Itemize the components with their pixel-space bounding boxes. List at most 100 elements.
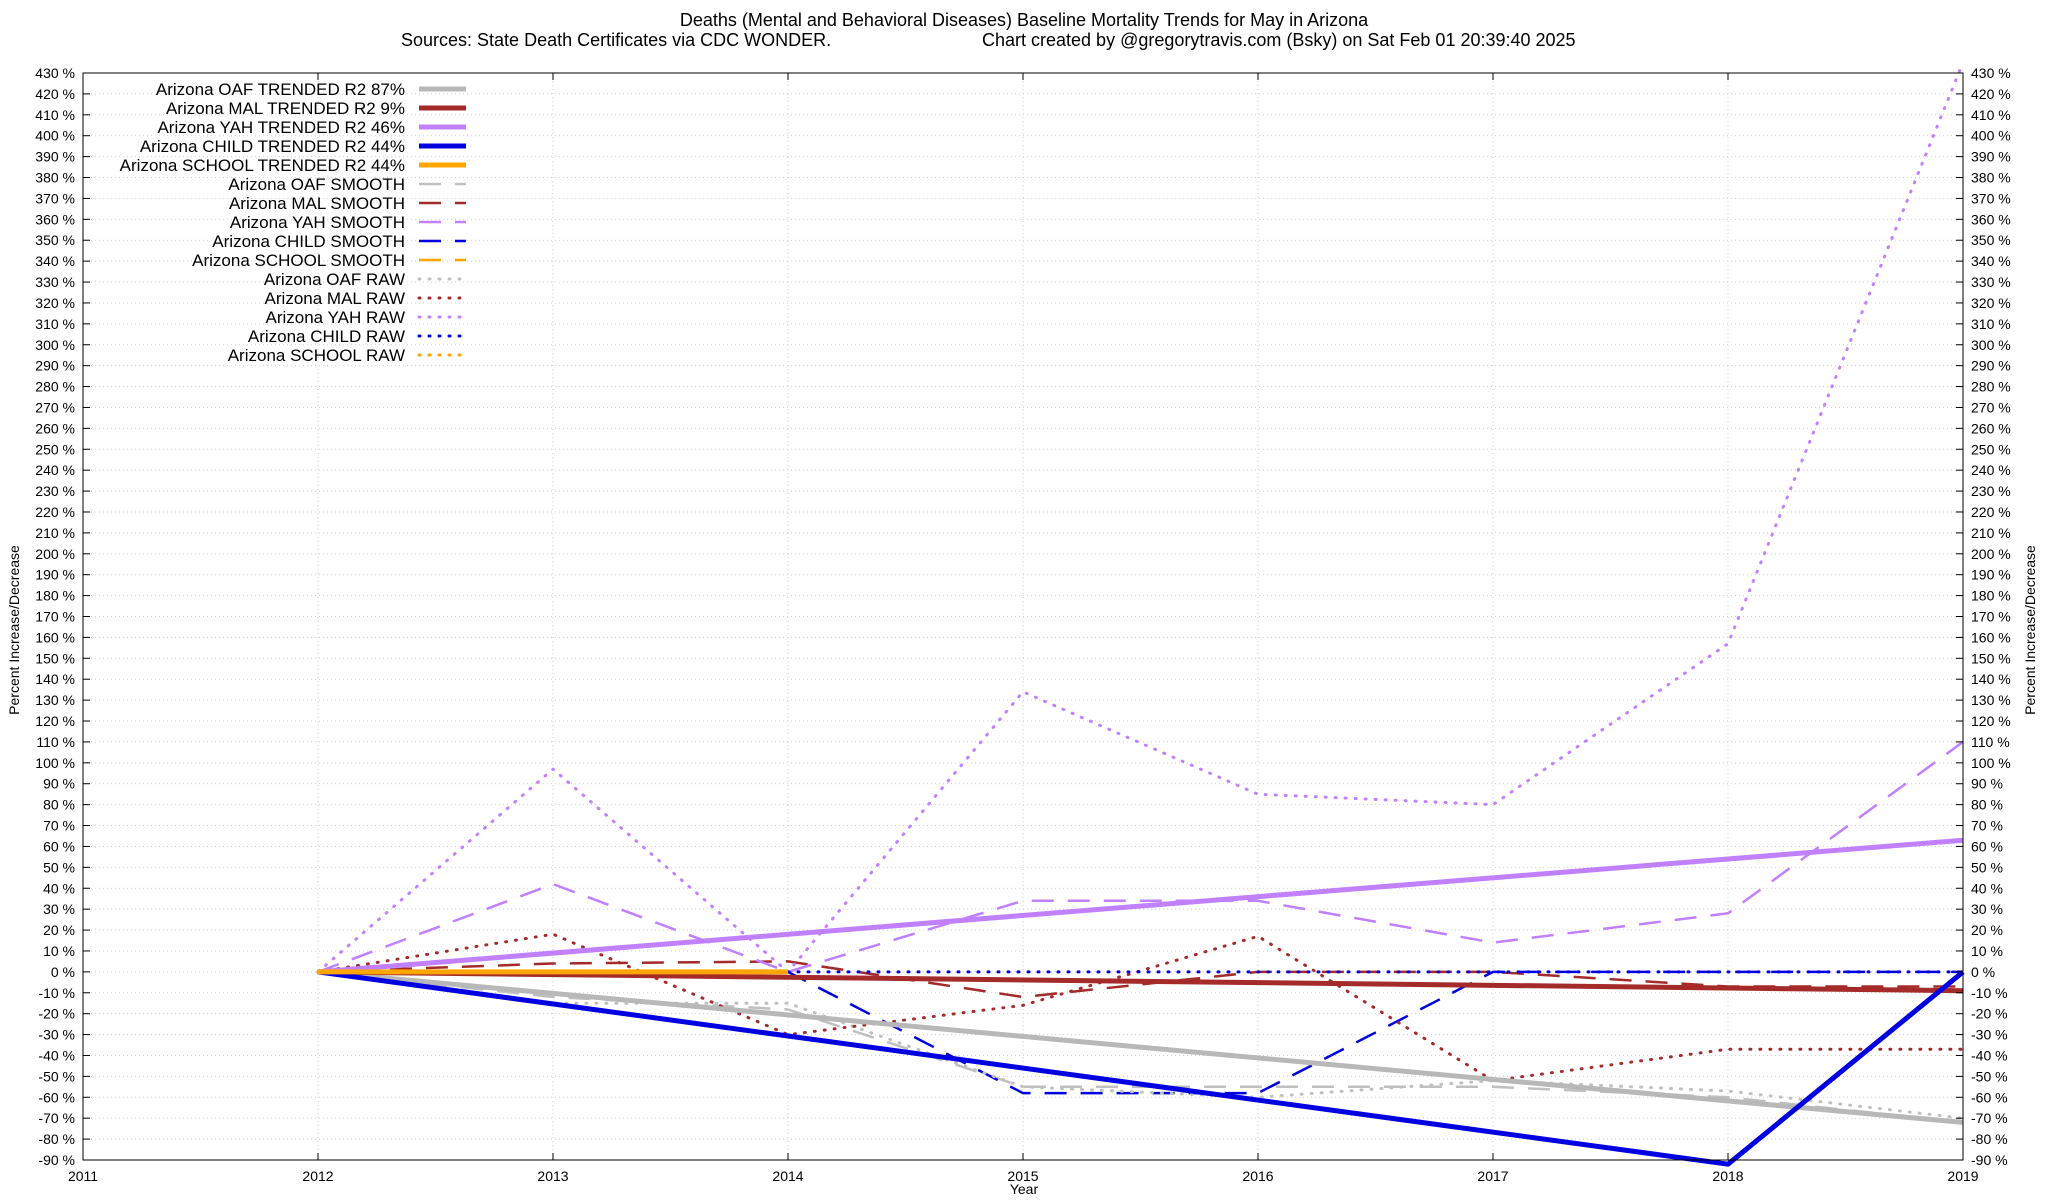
- y-tick-label-left: 90 %: [43, 776, 75, 792]
- grid-layer: [83, 73, 1963, 1160]
- y-tick-label-left: 160 %: [35, 629, 75, 645]
- y-tick-label-right: 10 %: [1971, 943, 2003, 959]
- y-tick-label-left: 430 %: [35, 65, 75, 81]
- y-tick-label-left: 140 %: [35, 671, 75, 687]
- y-tick-label-left: 350 %: [35, 232, 75, 248]
- y-tick-label-right: 40 %: [1971, 880, 2003, 896]
- y-tick-label-left: 190 %: [35, 567, 75, 583]
- y-tick-label-left: 40 %: [43, 880, 75, 896]
- y-tick-label-right: 110 %: [1971, 734, 2010, 750]
- y-tick-label-left: 60 %: [43, 838, 75, 854]
- series-line-arizona-mal-trended-r2-9: [317, 969, 1964, 994]
- y-tick-label-right: 220 %: [1971, 504, 2011, 520]
- y-axis-label-left: Percent Increase/Decrease: [6, 545, 22, 715]
- legend-label: Arizona YAH TRENDED R2 46%: [157, 118, 405, 137]
- y-tick-label-left: 240 %: [35, 462, 75, 478]
- y-tick-label-left: 290 %: [35, 358, 75, 374]
- x-tick-label: 2013: [537, 1168, 568, 1184]
- legend-layer: Arizona OAF TRENDED R2 87%Arizona MAL TR…: [120, 80, 468, 365]
- legend-label: Arizona YAH RAW: [265, 308, 405, 327]
- y-tick-label-right: -80 %: [1971, 1131, 2008, 1147]
- y-tick-label-left: 390 %: [35, 149, 75, 165]
- y-tick-label-left: 130 %: [35, 692, 75, 708]
- y-tick-label-left: 120 %: [35, 713, 75, 729]
- y-tick-label-right: 400 %: [1971, 128, 2011, 144]
- series-line-arizona-child-trended-r2-44: [317, 969, 1965, 1167]
- legend-label: Arizona MAL TRENDED R2 9%: [166, 99, 405, 118]
- y-tick-label-left: 70 %: [43, 818, 75, 834]
- y-tick-label-right: 150 %: [1971, 650, 2011, 666]
- y-tick-label-left: 230 %: [35, 483, 75, 499]
- y-tick-label-right: -50 %: [1971, 1068, 2008, 1084]
- legend-label: Arizona OAF SMOOTH: [228, 175, 405, 194]
- y-tick-label-right: 340 %: [1971, 253, 2011, 269]
- legend-label: Arizona MAL RAW: [265, 289, 405, 308]
- y-tick-label-right: 0 %: [1971, 964, 1995, 980]
- y-tick-label-right: 90 %: [1971, 776, 2003, 792]
- y-tick-label-right: 250 %: [1971, 441, 2011, 457]
- y-axis-label-right: Percent Increase/Decrease: [2022, 545, 2038, 715]
- series-layer: [316, 61, 1965, 1167]
- y-tick-label-left: -50 %: [38, 1068, 75, 1084]
- y-tick-label-left: 30 %: [43, 901, 75, 917]
- y-tick-label-left: 100 %: [35, 755, 75, 771]
- y-tick-label-right: 230 %: [1971, 483, 2011, 499]
- y-tick-label-right: 200 %: [1971, 546, 2011, 562]
- y-tick-label-right: 320 %: [1971, 295, 2011, 311]
- x-tick-label: 2014: [772, 1168, 803, 1184]
- y-tick-label-left: 280 %: [35, 379, 75, 395]
- y-tick-label-left: 80 %: [43, 797, 75, 813]
- y-tick-label-left: 410 %: [35, 107, 75, 123]
- y-tick-label-right: 300 %: [1971, 337, 2011, 353]
- series-line-arizona-mal-smooth: [317, 960, 1963, 999]
- y-tick-label-right: 430 %: [1971, 65, 2011, 81]
- y-tick-label-left: 370 %: [35, 190, 75, 206]
- y-tick-label-right: 120 %: [1971, 713, 2011, 729]
- y-tick-label-left: 250 %: [35, 441, 75, 457]
- legend-label: Arizona SCHOOL TRENDED R2 44%: [120, 156, 405, 175]
- y-tick-label-right: 180 %: [1971, 588, 2011, 604]
- series-line-arizona-yah-raw: [316, 61, 1965, 974]
- y-tick-label-left: 400 %: [35, 128, 75, 144]
- y-tick-label-right: -40 %: [1971, 1047, 2008, 1063]
- x-tick-label: 2019: [1947, 1168, 1978, 1184]
- y-tick-label-left: -70 %: [38, 1110, 75, 1126]
- y-tick-label-right: -70 %: [1971, 1110, 2008, 1126]
- y-tick-label-left: 110 %: [36, 734, 75, 750]
- y-tick-label-right: 240 %: [1971, 462, 2011, 478]
- y-tick-label-left: 50 %: [43, 859, 75, 875]
- legend-label: Arizona CHILD RAW: [248, 327, 405, 346]
- series-line-arizona-yah-trended-r2-46: [317, 837, 1964, 975]
- legend-label: Arizona CHILD TRENDED R2 44%: [140, 137, 405, 156]
- y-tick-label-right: -60 %: [1971, 1089, 2008, 1105]
- y-tick-label-right: 360 %: [1971, 211, 2011, 227]
- y-tick-label-left: 380 %: [35, 170, 75, 186]
- y-tick-label-right: 60 %: [1971, 838, 2003, 854]
- x-tick-label: 2017: [1477, 1168, 1508, 1184]
- x-tick-label: 2018: [1712, 1168, 1743, 1184]
- y-tick-label-right: 290 %: [1971, 358, 2011, 374]
- legend-label: Arizona MAL SMOOTH: [229, 194, 405, 213]
- legend-label: Arizona OAF TRENDED R2 87%: [156, 80, 405, 99]
- y-tick-label-right: 350 %: [1971, 232, 2011, 248]
- y-tick-label-left: -10 %: [38, 985, 75, 1001]
- y-tick-label-right: 130 %: [1971, 692, 2011, 708]
- series-line-arizona-yah-smooth: [317, 740, 1964, 974]
- y-tick-label-left: 360 %: [35, 211, 75, 227]
- y-tick-label-right: -20 %: [1971, 1006, 2008, 1022]
- y-tick-label-right: 50 %: [1971, 859, 2003, 875]
- y-tick-label-left: 0 %: [51, 964, 75, 980]
- legend-label: Arizona SCHOOL SMOOTH: [192, 251, 405, 270]
- y-tick-label-left: 300 %: [35, 337, 75, 353]
- y-tick-label-left: 200 %: [35, 546, 75, 562]
- legend-label: Arizona CHILD SMOOTH: [212, 232, 405, 251]
- y-tick-label-left: 340 %: [35, 253, 75, 269]
- y-tick-label-left: 310 %: [35, 316, 75, 332]
- y-tick-label-right: -90 %: [1971, 1152, 2008, 1168]
- y-tick-label-left: 210 %: [35, 525, 75, 541]
- y-tick-label-left: 10 %: [43, 943, 75, 959]
- y-tick-label-right: 380 %: [1971, 170, 2011, 186]
- x-tick-label: 2012: [302, 1168, 333, 1184]
- legend-label: Arizona YAH SMOOTH: [230, 213, 405, 232]
- y-tick-label-right: 140 %: [1971, 671, 2011, 687]
